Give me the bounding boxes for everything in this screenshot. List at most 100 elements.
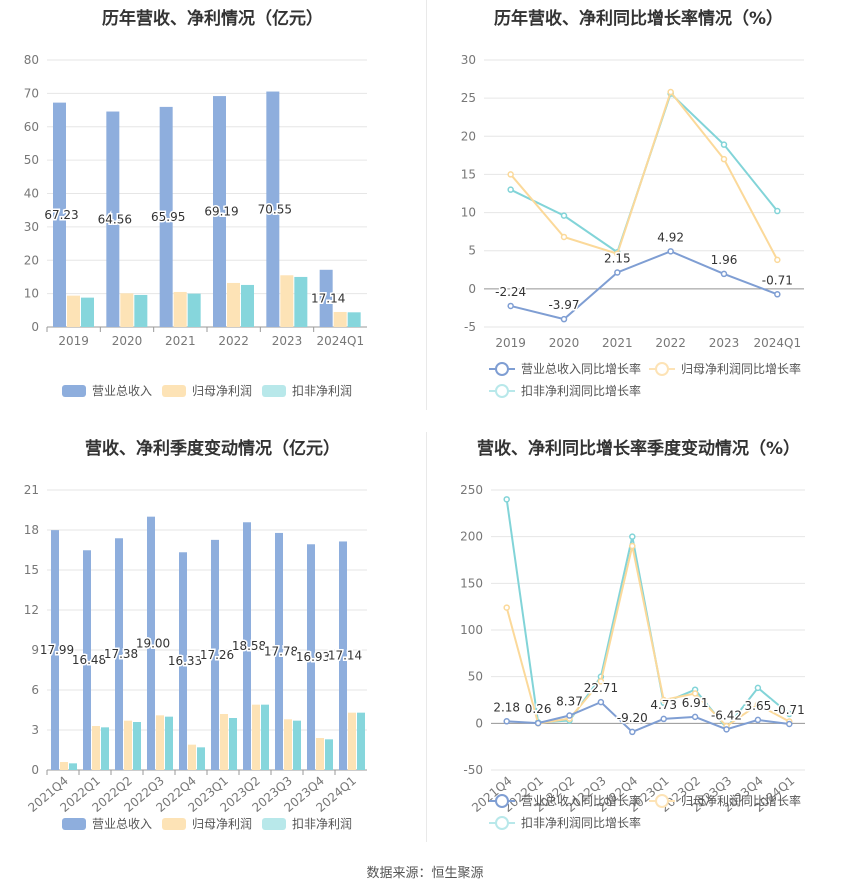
point-net-profit-growth bbox=[560, 233, 568, 241]
bar-deducted-profit bbox=[357, 712, 365, 770]
legend-item-net-profit-growth[interactable]: 归母净利润同比增长率 bbox=[649, 792, 801, 809]
x-tick-label: 2023 bbox=[272, 334, 303, 348]
bar-revenue bbox=[83, 550, 91, 770]
y-tick-label: 0 bbox=[468, 282, 476, 296]
y-tick-label: 10 bbox=[461, 206, 476, 220]
bar-revenue bbox=[243, 522, 251, 770]
legend-label: 营业总收入同比增长率 bbox=[521, 362, 642, 376]
y-tick-label: 21 bbox=[24, 483, 39, 497]
data-label: 17.26 bbox=[200, 648, 234, 662]
point-revenue-growth bbox=[754, 716, 762, 724]
data-label: 6.91 bbox=[682, 696, 709, 710]
x-tick-label: 2019 bbox=[495, 336, 526, 350]
point-deducted-growth bbox=[560, 212, 568, 219]
point-revenue-growth bbox=[786, 720, 793, 728]
legend-item-net-profit[interactable]: 归母净利润 bbox=[162, 382, 252, 399]
legend-item-deducted-growth[interactable]: 扣非净利润同比增长率 bbox=[489, 382, 641, 399]
bar-deducted-profit bbox=[241, 284, 254, 327]
point-revenue-growth bbox=[629, 728, 636, 736]
y-tick-label: 0 bbox=[31, 763, 39, 777]
chart-title: 历年营收、净利同比增长率情况（%） bbox=[493, 9, 784, 29]
series-line-revenue-growth bbox=[506, 700, 790, 734]
point-net-profit-growth bbox=[754, 701, 762, 708]
data-label: 69.19 bbox=[204, 205, 238, 219]
legend-item-net-profit[interactable]: 归母净利润 bbox=[162, 815, 252, 832]
bar-deducted-profit bbox=[81, 297, 94, 327]
legend-label: 营业总收入 bbox=[92, 817, 153, 831]
annual-growth-panel: 历年营收、净利同比增长率情况（%） -5 0 5 10 15 20 25 30 2019 2020… bbox=[427, 0, 850, 420]
legend-item-deducted-profit[interactable]: 扣非净利润 bbox=[262, 815, 352, 832]
legend-item-revenue-growth[interactable]: 营业总收入同比增长率 bbox=[489, 360, 641, 377]
legend-item-net-profit-growth[interactable]: 归母净利润同比增长率 bbox=[649, 360, 801, 377]
data-label: 22.71 bbox=[584, 681, 618, 695]
data-label: 0.26 bbox=[525, 702, 552, 716]
legend-item-deducted-profit[interactable]: 扣非净利润 bbox=[262, 382, 352, 399]
bar-net-profit bbox=[60, 762, 68, 770]
point-net-profit-growth bbox=[691, 690, 699, 697]
legend-label: 营业总收入同比增长率 bbox=[521, 794, 642, 808]
point-revenue-growth bbox=[560, 315, 568, 323]
y-tick-label: 0 bbox=[475, 716, 483, 730]
legend-item-deducted-growth[interactable]: 扣非净利润同比增长率 bbox=[489, 814, 641, 831]
point-net-profit-growth bbox=[614, 250, 621, 258]
legend-label: 归母净利润 bbox=[192, 384, 253, 398]
chart-title: 营收、净利季度变动情况（亿元） bbox=[85, 439, 340, 459]
y-tick-label: 5 bbox=[468, 244, 476, 258]
x-tick-label: 2022 bbox=[218, 334, 249, 348]
bar-net-profit bbox=[156, 715, 164, 770]
point-net-profit-growth bbox=[720, 155, 728, 163]
chart-title: 历年营收、净利情况（亿元） bbox=[102, 9, 323, 29]
bar-revenue bbox=[106, 111, 120, 327]
point-deducted-growth bbox=[786, 710, 793, 718]
legend: 营业总收入 归母净利润 扣非净利润 bbox=[0, 815, 425, 835]
y-tick-label: 20 bbox=[461, 129, 476, 143]
y-tick-label: 15 bbox=[461, 167, 476, 181]
vertical-divider-bottom bbox=[426, 432, 427, 842]
point-net-profit-growth bbox=[507, 171, 514, 178]
x-tick-label: 2020 bbox=[112, 334, 143, 348]
data-label: 19.00 bbox=[136, 636, 170, 650]
point-revenue-growth bbox=[667, 248, 674, 255]
bar-net-profit bbox=[333, 311, 347, 327]
point-deducted-growth bbox=[503, 496, 510, 503]
data-label: 67.23 bbox=[44, 208, 78, 222]
data-label: 16.48 bbox=[72, 653, 106, 667]
y-tick-label: 40 bbox=[24, 187, 39, 201]
data-label: 65.95 bbox=[151, 210, 185, 224]
y-tick-label: 30 bbox=[461, 53, 476, 67]
point-revenue-growth bbox=[720, 270, 728, 278]
y-tick-label: 15 bbox=[24, 563, 39, 577]
legend-item-revenue[interactable]: 营业总收入 bbox=[62, 815, 152, 832]
bar-revenue bbox=[319, 269, 333, 327]
x-tick-label: 2022 bbox=[655, 336, 686, 350]
y-tick-label: 10 bbox=[24, 287, 39, 301]
x-tick-label: 2024Q1 bbox=[754, 336, 802, 350]
bar-deducted-profit bbox=[133, 722, 141, 770]
annual-values-chart: 0 10 20 30 40 50 60 70 80 2019 2020 2021 2022 2023 202… bbox=[24, 53, 367, 348]
legend-label: 营业总收入 bbox=[92, 384, 153, 398]
data-label: 2.18 bbox=[493, 700, 520, 714]
legend-label: 扣非净利润同比增长率 bbox=[521, 384, 642, 398]
bar-deducted-profit bbox=[293, 720, 301, 770]
y-tick-label: 0 bbox=[31, 320, 39, 334]
data-label: 4.92 bbox=[657, 230, 684, 244]
x-tick-label: 2021 bbox=[165, 334, 196, 348]
point-revenue-growth bbox=[534, 719, 542, 727]
y-tick-label: 50 bbox=[24, 153, 39, 167]
vertical-divider-top bbox=[426, 0, 427, 410]
bar-revenue bbox=[307, 544, 315, 770]
data-label: 17.14 bbox=[328, 649, 362, 663]
point-net-profit-growth bbox=[597, 678, 605, 685]
y-tick-label: 50 bbox=[468, 670, 483, 684]
legend-label: 扣非净利润 bbox=[292, 817, 353, 831]
bar-deducted-profit bbox=[69, 763, 77, 770]
bar-deducted-profit bbox=[187, 293, 201, 327]
data-label: 3.65 bbox=[745, 699, 772, 713]
y-tick-label: 100 bbox=[460, 623, 483, 637]
point-deducted-growth bbox=[720, 141, 728, 148]
legend-item-revenue[interactable]: 营业总收入 bbox=[62, 382, 152, 399]
data-source-note: 数据来源：恒生聚源 bbox=[366, 866, 484, 881]
legend-item-revenue-growth[interactable]: 营业总收入同比增长率 bbox=[489, 792, 641, 809]
quarterly-values-panel: 营收、净利季度变动情况（亿元） 0 3 6 9 12 15 18 21 2021Q4 2022Q1… bbox=[0, 430, 425, 840]
point-net-profit-growth bbox=[503, 604, 510, 611]
